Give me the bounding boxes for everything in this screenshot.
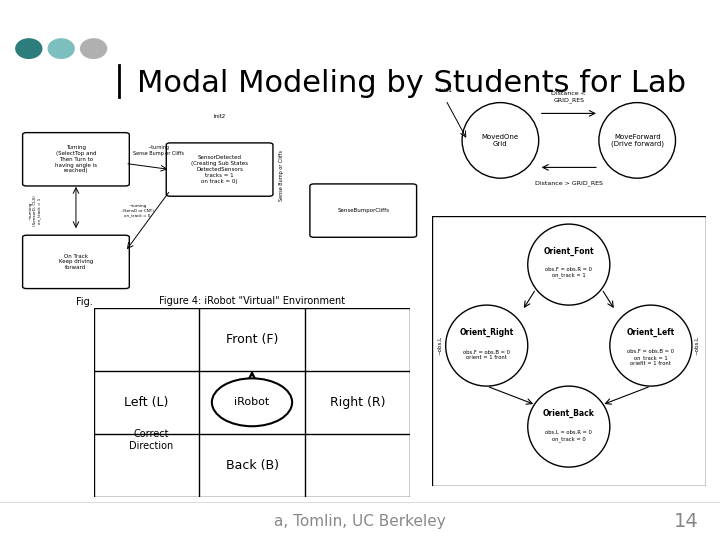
Text: obs.F = obs.B = 0
orient = 1 front: obs.F = obs.B = 0 orient = 1 front: [463, 350, 510, 361]
Text: Init1: Init1: [438, 88, 453, 93]
Circle shape: [462, 103, 539, 178]
Circle shape: [599, 103, 675, 178]
FancyBboxPatch shape: [22, 235, 130, 288]
Text: Distance > GRID_RES: Distance > GRID_RES: [535, 181, 603, 186]
Text: obs.F = obs.R = 0
on_track = 1: obs.F = obs.R = 0 on_track = 1: [545, 267, 593, 279]
Text: Left (L): Left (L): [125, 396, 168, 409]
Text: ~turning
-(SensD or CNT)
on_track = 0: ~turning -(SensD or CNT) on_track = 0: [121, 204, 154, 217]
Circle shape: [48, 39, 74, 58]
Circle shape: [610, 305, 692, 386]
Text: On Track
Keep driving
forward: On Track Keep driving forward: [59, 254, 93, 270]
Text: Correct
Direction: Correct Direction: [129, 429, 174, 451]
FancyBboxPatch shape: [22, 133, 130, 186]
Text: ~turning
(SensorD, CLS)
on_track = 1: ~turning (SensorD, CLS) on_track = 1: [28, 195, 42, 226]
Title: Figure 4: iRobot "Virtual" Environment: Figure 4: iRobot "Virtual" Environment: [159, 295, 345, 306]
Text: a, Tomlin, UC Berkeley: a, Tomlin, UC Berkeley: [274, 514, 446, 529]
Text: Front (F): Front (F): [226, 333, 278, 346]
Text: Orient_Right: Orient_Right: [459, 328, 514, 336]
Text: obs.F = obs.B = 0
on_track = 1
orient = 1 front: obs.F = obs.B = 0 on_track = 1 orient = …: [627, 349, 675, 367]
Text: 14: 14: [674, 511, 698, 531]
Text: Orient_Left: Orient_Left: [626, 328, 675, 336]
Text: SenseBumporCliffs: SenseBumporCliffs: [337, 208, 390, 213]
Text: MoveForward
(Drive forward): MoveForward (Drive forward): [611, 133, 664, 147]
Text: ~obs.L: ~obs.L: [695, 336, 700, 355]
Text: obs.L = obs.R = 0
on_track = 0: obs.L = obs.R = 0 on_track = 0: [545, 430, 593, 442]
Text: Back (B): Back (B): [225, 459, 279, 472]
Text: Orient_Back: Orient_Back: [543, 409, 595, 417]
Text: Right (R): Right (R): [330, 396, 385, 409]
Circle shape: [81, 39, 107, 58]
Text: Fig.: Fig.: [76, 297, 92, 307]
Text: Sense Bump or Cliffs: Sense Bump or Cliffs: [279, 150, 284, 201]
Circle shape: [212, 379, 292, 426]
Text: Orient_Font: Orient_Font: [544, 247, 594, 255]
Text: Init2: Init2: [213, 114, 226, 119]
Text: Modal Modeling by Students for Lab: Modal Modeling by Students for Lab: [137, 69, 685, 98]
Text: Turning
(SelectTop and
Then Turn to
having angle is
reached): Turning (SelectTop and Then Turn to havi…: [55, 145, 97, 173]
FancyBboxPatch shape: [310, 184, 417, 237]
FancyBboxPatch shape: [166, 143, 273, 196]
Text: Distance <
GRID_RES: Distance < GRID_RES: [552, 91, 586, 103]
Circle shape: [528, 386, 610, 467]
Circle shape: [528, 224, 610, 305]
Circle shape: [16, 39, 42, 58]
Text: MovedOne
Grid: MovedOne Grid: [482, 134, 519, 147]
Text: ~obs.L: ~obs.L: [438, 336, 443, 355]
Text: ~turning
Sense Bump or Cliffs: ~turning Sense Bump or Cliffs: [132, 145, 184, 156]
Text: SensorDetected
(Creating Sub States
DetectedSensors
tracks = 1
on track = 0): SensorDetected (Creating Sub States Dete…: [191, 156, 248, 184]
Circle shape: [446, 305, 528, 386]
Text: iRobot: iRobot: [235, 397, 269, 407]
